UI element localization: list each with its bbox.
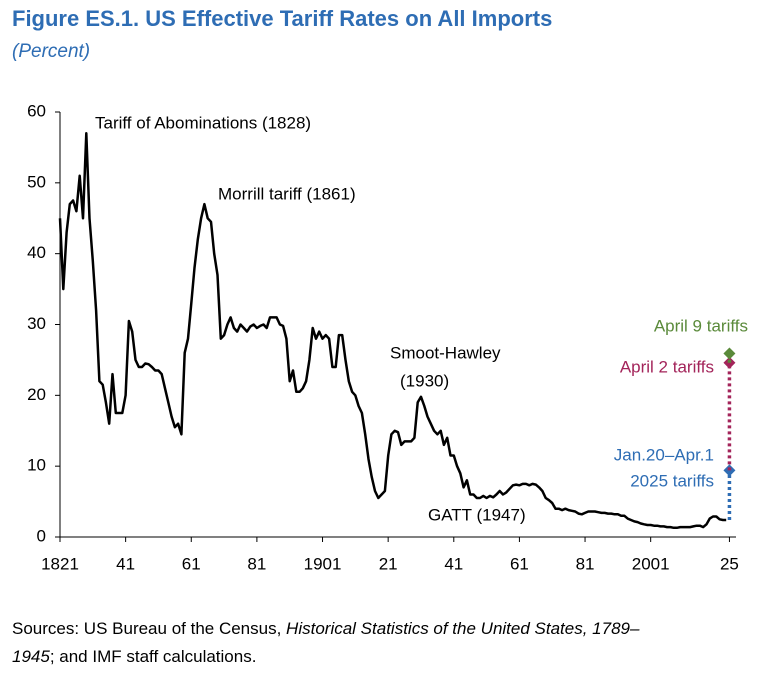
x-tick-label: 25 [720, 554, 739, 573]
x-tick-label: 61 [510, 554, 529, 573]
x-tick-label: 1821 [41, 554, 79, 573]
annotation: (1930) [400, 371, 449, 390]
x-tick-label: 41 [444, 554, 463, 573]
note-part: 1945 [12, 647, 50, 666]
annotation: Tariff of Abominations (1828) [95, 113, 311, 132]
x-tick-label: 1901 [304, 554, 342, 573]
annotation: Morrill tariff (1861) [218, 184, 356, 203]
y-tick-label: 60 [27, 101, 46, 120]
y-tick-label: 20 [27, 385, 46, 404]
chart-title: Figure ES.1. US Effective Tariff Rates o… [12, 6, 552, 31]
tariff-line [58, 132, 727, 530]
x-tick-label: 81 [247, 554, 266, 573]
chart-subtitle: (Percent) [12, 41, 90, 62]
marker-label: April 2 tariffs [620, 357, 714, 376]
marker-label: Jan.20–Apr.1 [614, 445, 714, 464]
y-tick-label: 10 [27, 456, 46, 475]
marker-label: 2025 tariffs [630, 471, 714, 490]
y-tick-label: 30 [27, 314, 46, 333]
x-tick-label: 2001 [632, 554, 670, 573]
y-tick-label: 40 [27, 243, 46, 262]
annotation: Smoot-Hawley [390, 343, 501, 362]
source-note: Sources: US Bureau of the Census, Histor… [12, 619, 640, 638]
note-part: Sources: US Bureau of the Census, [12, 619, 286, 638]
y-tick-label: 0 [37, 526, 46, 545]
note-part: ; and IMF staff calculations. [50, 647, 257, 666]
x-tick-label: 81 [576, 554, 595, 573]
marker-label: April 9 tariffs [654, 316, 748, 335]
x-tick-label: 21 [379, 554, 398, 573]
x-tick-label: 61 [182, 554, 201, 573]
annotation: GATT (1947) [428, 505, 526, 524]
x-tick-label: 41 [116, 554, 135, 573]
source-note: 1945; and IMF staff calculations. [12, 647, 256, 666]
y-tick-label: 50 [27, 172, 46, 191]
note-part: Historical Statistics of the United Stat… [286, 619, 640, 638]
tariff-marker [723, 347, 736, 360]
